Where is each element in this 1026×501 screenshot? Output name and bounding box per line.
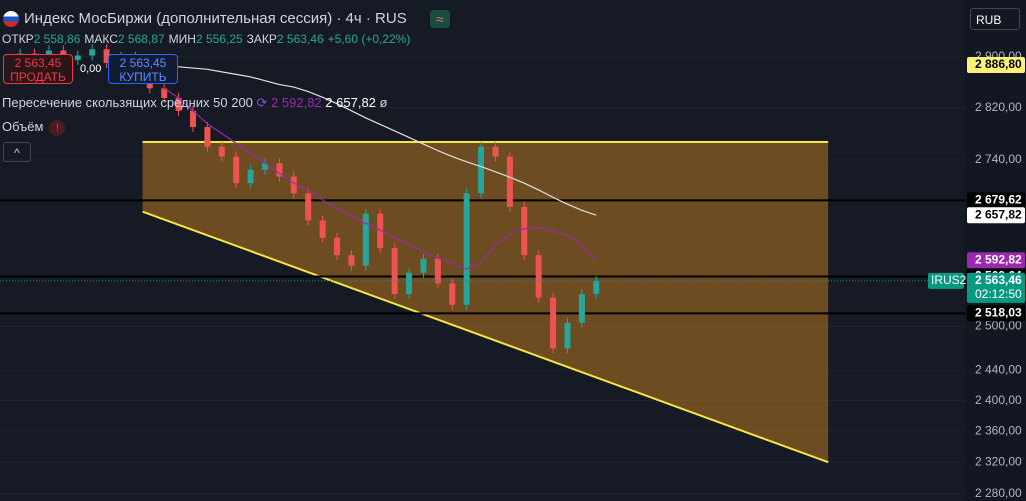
candle: [377, 213, 384, 249]
volume[interactable]: Объём!: [2, 119, 66, 136]
sell-button[interactable]: 2 563,45 ПРОДАТЬ: [3, 54, 73, 84]
candle: [319, 220, 326, 238]
ma50-value: 2 592,82: [271, 95, 322, 110]
currency[interactable]: RUB: [970, 8, 1020, 30]
price-tag-label: 2 592,82: [975, 252, 1022, 266]
trend-line: [142, 210, 829, 464]
price-tag: [967, 192, 1025, 209]
price-tag: [967, 252, 1025, 269]
pattern-fill: [142, 142, 829, 463]
title: Индекс МосБиржи (дополнительная сессия) …: [24, 10, 407, 27]
sell-label: ПРОДАТЬ: [10, 70, 66, 84]
candle: [204, 127, 211, 147]
alert: !: [49, 120, 66, 136]
y-tick-label: 2 400,00: [975, 393, 1022, 407]
candle: [521, 206, 528, 256]
ohlc-value: 2 568,87: [117, 32, 165, 46]
candle: [290, 176, 297, 194]
price-tag-label: 2 657,82: [975, 207, 1022, 221]
timer: 02:12:50: [975, 287, 1022, 301]
change: +5,60 (+0,22%): [327, 32, 411, 46]
ohlc-label: МИН: [168, 32, 196, 46]
candle: [535, 255, 542, 298]
candle: [406, 272, 413, 295]
moving-average: [120, 66, 597, 216]
candle: [161, 88, 168, 98]
candle: [305, 193, 312, 221]
moving-average: [163, 87, 597, 270]
y-tick-label: 2 740,00: [975, 152, 1022, 166]
candle: [190, 110, 196, 128]
candle: [89, 49, 96, 56]
candle: [348, 255, 355, 266]
candle: [420, 258, 427, 273]
ma200-value: 2 657,82: [325, 95, 376, 110]
ohlc-label: МАКС: [84, 32, 118, 46]
y-tick-label: 2 440,00: [975, 363, 1022, 377]
y-tick-label: 2 320,00: [975, 454, 1022, 468]
y-tick-label: 2 820,00: [975, 100, 1022, 114]
price-tag-label: 2 518,03: [975, 306, 1022, 320]
ohlc-label: ЗАКР: [246, 32, 277, 46]
candle: [334, 237, 341, 256]
y-tick-label: 2 280,00: [975, 486, 1022, 500]
price-tag: [967, 305, 1025, 322]
axis-area: [965, 0, 1026, 501]
candle: [175, 97, 182, 111]
symbol: ø: [379, 95, 388, 110]
price-tag: [967, 57, 1025, 74]
ohlc-value: 2 556,25: [195, 32, 243, 46]
candle: [478, 146, 485, 194]
candle: [262, 163, 269, 170]
candle: [233, 156, 240, 184]
symbol-tag: [928, 272, 964, 289]
candle: [391, 248, 398, 295]
candle: [276, 163, 283, 177]
badge[interactable]: ≈: [430, 10, 450, 28]
ohlc-value: 2 558,86: [33, 32, 81, 46]
current-label: 2 563,46: [975, 273, 1022, 287]
candle: [506, 156, 513, 207]
candle: [362, 213, 369, 266]
y-tick-label: 2 360,00: [975, 423, 1022, 437]
ohlc-label: ОТКР: [2, 32, 34, 46]
collapse[interactable]: ^: [3, 142, 31, 162]
price-tag-label: 2 679,62: [975, 193, 1022, 207]
price-tag-label: 2 886,80: [975, 57, 1022, 71]
candle: [247, 169, 254, 184]
indicator-name: Пересечение скользящих средних 50 200: [2, 95, 253, 110]
candle: [593, 280, 600, 295]
candle: [218, 146, 225, 157]
volume-label: Объём: [2, 119, 44, 134]
ohlc: ОТКР2 558,86 МАКС2 568,87 МИН2 556,25 ЗАКР2…: [2, 32, 414, 46]
indicator[interactable]: Пересечение скользящих средних 50 200 ⟳ …: [2, 95, 388, 110]
candle: [578, 294, 585, 323]
spread: 0,00: [80, 63, 102, 75]
candle: [103, 49, 110, 64]
buy-button[interactable]: 2 563,45 КУПИТЬ: [108, 54, 178, 84]
current-tag: [967, 272, 1025, 303]
candle: [492, 146, 499, 157]
flag: [3, 11, 19, 27]
candle: [564, 322, 571, 349]
y-tick-label: 2 500,00: [975, 319, 1022, 333]
candle: [449, 283, 456, 305]
ohlc-value: 2 563,46: [276, 32, 324, 46]
candle: [550, 297, 557, 349]
symbol-label: IRUS2: [931, 273, 967, 287]
buy-label: КУПИТЬ: [119, 70, 167, 84]
candle: [434, 258, 441, 284]
price-tag: [967, 207, 1025, 224]
candle: [463, 193, 470, 305]
candle: [74, 55, 81, 60]
buy-price: 2 563,45: [119, 56, 167, 70]
sell-price: 2 563,45: [14, 56, 62, 70]
